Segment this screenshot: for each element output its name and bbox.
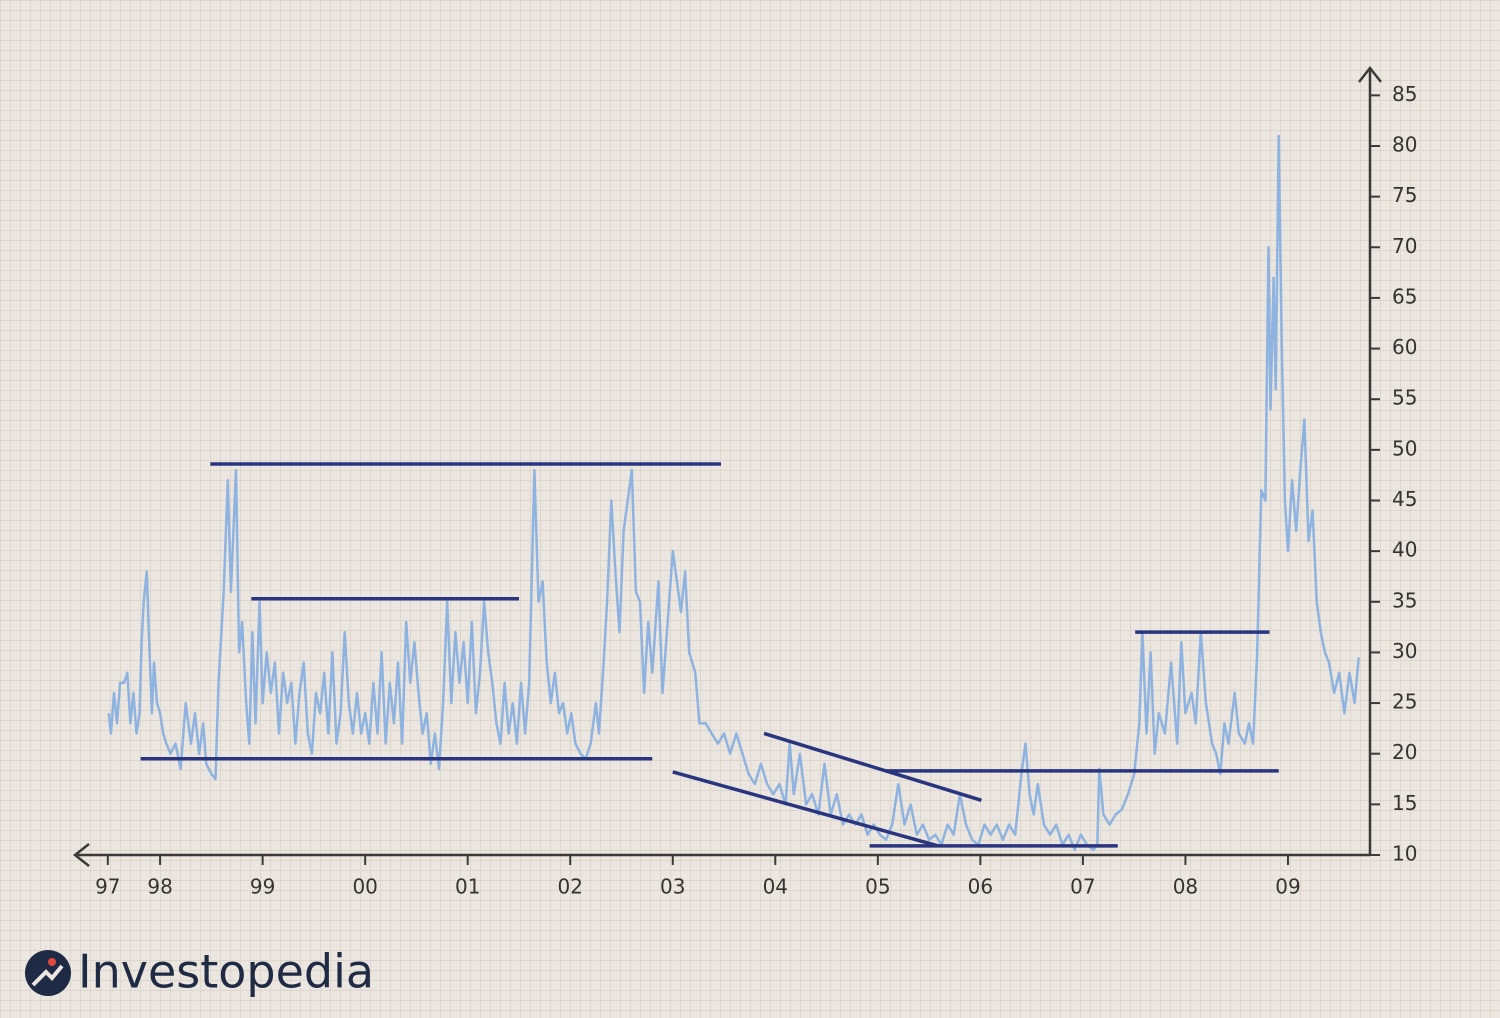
y-tick-label: 45 <box>1392 487 1417 511</box>
x-tick-label: 99 <box>250 875 275 899</box>
logo: Investopedia <box>25 945 374 999</box>
y-tick-label: 35 <box>1392 588 1417 612</box>
logo-text: Investopedia <box>78 945 374 999</box>
y-tick-label: 60 <box>1392 335 1417 359</box>
x-tick-label: 00 <box>352 875 377 899</box>
logo-mark <box>31 964 64 987</box>
x-tick-label: 02 <box>558 875 583 899</box>
y-tick-label: 80 <box>1392 132 1417 156</box>
y-tick-label: 20 <box>1392 740 1417 764</box>
data-line <box>107 134 1360 852</box>
x-tick-label: 01 <box>455 875 480 899</box>
y-tick-label: 25 <box>1392 690 1417 714</box>
y-tick-label: 75 <box>1392 183 1417 207</box>
y-tick-label: 55 <box>1392 386 1417 410</box>
y-tick-label: 40 <box>1392 538 1417 562</box>
y-tick-label: 30 <box>1392 639 1417 663</box>
x-tick-label: 08 <box>1173 875 1198 899</box>
x-tick-label: 03 <box>660 875 685 899</box>
logo-dot <box>48 958 56 966</box>
x-tick-label: 07 <box>1070 875 1095 899</box>
x-tick-label: 97 <box>95 875 120 899</box>
x-tick-label: 05 <box>865 875 890 899</box>
x-tick-label: 09 <box>1275 875 1300 899</box>
y-tick-label: 65 <box>1392 284 1417 308</box>
x-tick-label: 06 <box>968 875 993 899</box>
x-tick-label: 98 <box>147 875 172 899</box>
y-tick-label: 10 <box>1392 842 1417 866</box>
y-tick-label: 50 <box>1392 436 1417 460</box>
y-axis-arrow <box>1358 65 1382 83</box>
x-axis-arrow <box>72 843 90 867</box>
trendline <box>763 731 982 802</box>
x-tick-label: 04 <box>763 875 788 899</box>
y-tick-label: 15 <box>1392 791 1417 815</box>
y-tick-label: 70 <box>1392 234 1417 258</box>
y-tick-label: 85 <box>1392 82 1417 106</box>
trendline <box>672 770 939 848</box>
